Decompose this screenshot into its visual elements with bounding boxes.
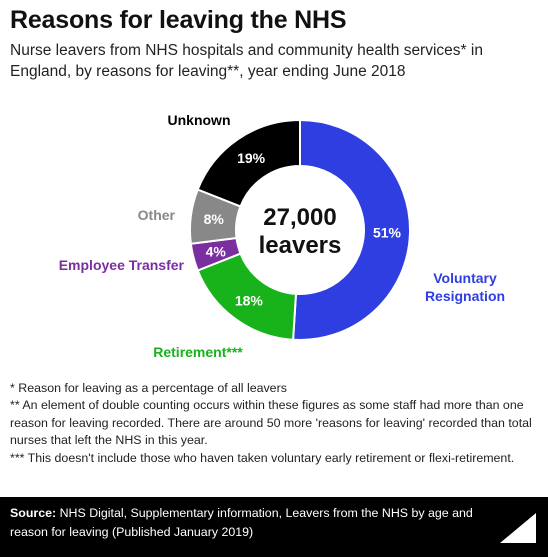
source-bar: Source: NHS Digital, Supplementary infor… xyxy=(0,497,548,557)
slice-value-label: 18% xyxy=(235,292,264,308)
source-detail: NHS Digital, Supplementary information, … xyxy=(10,506,473,539)
chart-subtitle: Nurse leavers from NHS hospitals and com… xyxy=(10,42,483,80)
slice-value-label: 4% xyxy=(206,244,227,260)
footnote-1: * Reason for leaving as a percentage of … xyxy=(10,381,287,395)
source-text: Source: NHS Digital, Supplementary infor… xyxy=(10,504,480,542)
slice-category-label: Voluntary Resignation xyxy=(425,270,505,304)
source-label: Source: xyxy=(10,506,57,520)
slice-voluntary-resignation xyxy=(292,118,411,341)
footnotes: * Reason for leaving as a percentage of … xyxy=(10,380,540,467)
slice-category-label: Other xyxy=(138,207,176,223)
slice-unknown xyxy=(196,118,301,208)
donut-chart: 51% Voluntary Resignation 18% Retirement*** 4… xyxy=(59,112,505,360)
slice-category-label: Employee Transfer xyxy=(59,257,185,273)
full-fact-logo xyxy=(500,513,536,543)
slice-category-label: Unknown xyxy=(168,112,231,128)
footnote-2: ** An element of double counting occurs … xyxy=(10,398,532,448)
center-label: 27,000 leavers xyxy=(259,204,342,259)
slice-category-label: Retirement*** xyxy=(153,344,243,360)
slice-value-label: 8% xyxy=(204,211,225,227)
footnote-3: *** This doesn't include those who haven… xyxy=(10,450,515,465)
slice-value-label: 51% xyxy=(373,225,402,241)
chart-title: Reasons for leaving the NHS xyxy=(10,6,347,34)
slice-value-label: 19% xyxy=(237,150,266,166)
